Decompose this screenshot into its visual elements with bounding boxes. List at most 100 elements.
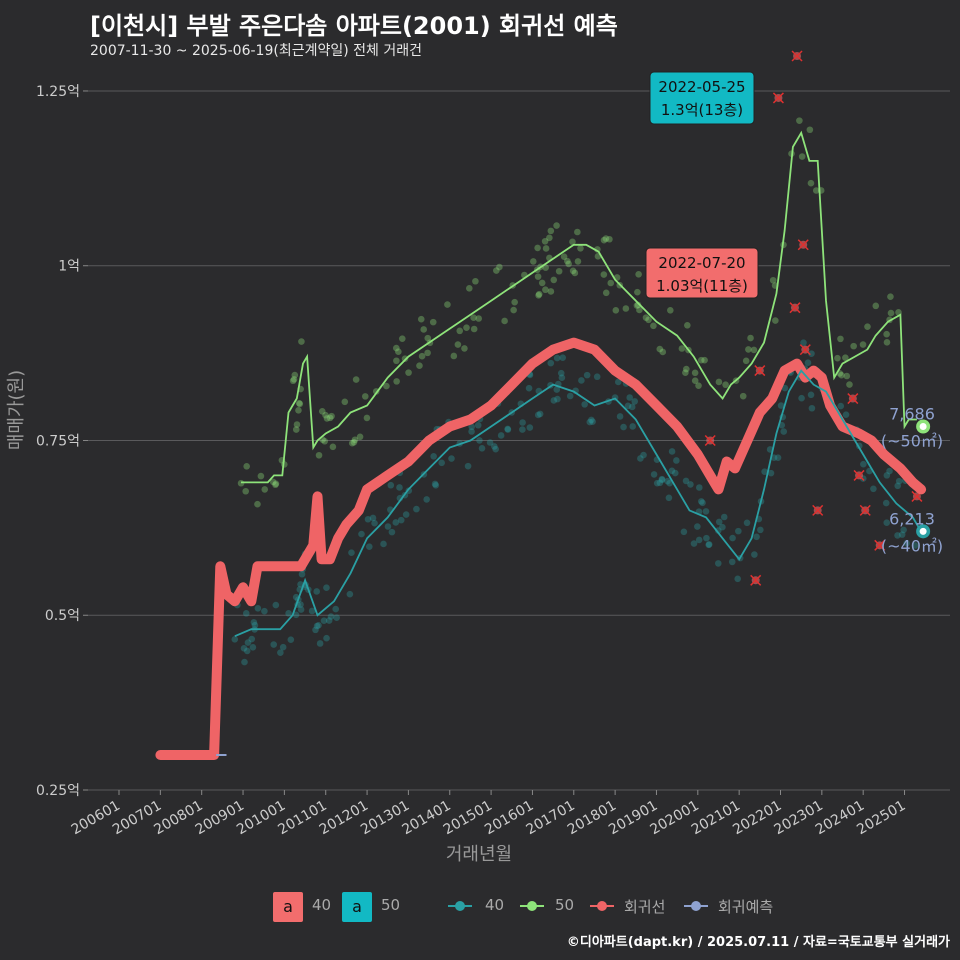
scatter-point	[431, 480, 439, 488]
scatter-point	[719, 523, 726, 531]
scatter-point	[900, 526, 907, 534]
scatter-point	[859, 341, 867, 348]
annotation-price: 1.03억(11층)	[656, 277, 748, 295]
scatter-point	[496, 263, 503, 271]
scatter-point	[380, 540, 387, 548]
scatter-point	[583, 371, 591, 379]
scatter-point	[292, 611, 300, 619]
scatter-point	[318, 408, 326, 415]
scatter-point	[658, 475, 666, 483]
scatter-point	[883, 339, 891, 346]
scatter-point	[333, 614, 340, 621]
scatter-point	[666, 479, 673, 487]
legend-line-40-label: 40	[485, 896, 505, 914]
scatter-point	[687, 481, 694, 488]
scatter-point	[358, 530, 365, 538]
scatter-point	[535, 291, 542, 299]
scatter-point	[722, 381, 729, 389]
footer-credit: ©디아파트(dapt.kr) / 2025.07.11 / 자료=국토교통부 실…	[566, 935, 950, 950]
scatter-point	[511, 298, 518, 306]
scatter-point	[691, 377, 699, 384]
scatter-point	[346, 590, 354, 598]
scatter-point	[423, 496, 430, 503]
scatter-point	[405, 369, 412, 376]
scatter-point	[291, 371, 299, 379]
scatter-point	[808, 404, 816, 412]
scatter-point	[770, 454, 778, 461]
scatter-point	[468, 423, 476, 431]
scatter-point	[834, 354, 841, 362]
scatter-point	[569, 238, 576, 246]
outlier-x-mark	[789, 302, 801, 314]
scatter-point	[622, 305, 630, 312]
scatter-point	[753, 533, 760, 541]
scatter-point	[392, 519, 400, 526]
scatter-point	[631, 398, 639, 405]
annotation-box	[645, 247, 759, 299]
scatter-point	[780, 428, 788, 435]
scatter-point	[497, 432, 505, 439]
scatter-point	[231, 636, 239, 643]
scatter-point	[894, 482, 902, 490]
scatter-point	[553, 222, 560, 229]
scatter-point	[578, 377, 585, 384]
scatter-point	[416, 362, 423, 369]
scatter-point	[320, 617, 328, 625]
end-label-area: (~40㎡)	[881, 536, 943, 555]
scatter-point	[316, 640, 324, 647]
scatter-point	[371, 519, 378, 527]
scatter-point	[393, 344, 400, 352]
scatter-point	[628, 403, 636, 411]
legend-box-50-label: 50	[381, 896, 401, 914]
scatter-point	[602, 289, 610, 297]
legend-box-40-label: 40	[312, 896, 332, 914]
end-label-value: 7,686	[889, 405, 935, 424]
scatter-point	[850, 342, 857, 350]
legend-line-40-icon	[448, 901, 472, 911]
scatter-point	[547, 288, 555, 295]
scatter-point	[348, 439, 356, 447]
outlier-x-mark	[859, 504, 871, 516]
scatter-point	[600, 271, 608, 278]
scatter-point	[315, 451, 323, 459]
outlier-x-mark	[799, 344, 811, 356]
scatter-point	[248, 635, 256, 643]
y-tick-label: 1.25억	[36, 84, 80, 100]
scatter-point	[895, 477, 903, 485]
scatter-point	[348, 549, 355, 556]
scatter-point	[705, 541, 713, 548]
scatter-point	[757, 526, 764, 534]
scatter-point	[298, 338, 305, 345]
scatter-point	[534, 411, 542, 419]
scatter-point	[720, 513, 728, 521]
scatter-point	[526, 424, 534, 431]
scatter-point	[296, 400, 304, 408]
scatter-point	[315, 622, 322, 629]
scatter-point	[547, 359, 555, 367]
scatter-point	[607, 279, 615, 287]
scatter-point	[492, 445, 499, 453]
scatter-point	[329, 443, 337, 451]
scatter-point	[883, 472, 891, 479]
x-axis-title: 거래년월	[446, 844, 512, 865]
annotations: 7,686 (~50㎡) 6,213 (~40㎡) 2022-05-25 1.3억(13층…	[645, 71, 943, 555]
scatter-point	[395, 348, 402, 356]
scatter-point	[872, 302, 880, 310]
scatter-point	[401, 355, 409, 362]
scatter-point	[476, 437, 483, 444]
scatter-point	[547, 227, 555, 235]
scatter-point	[614, 378, 622, 386]
scatter-point	[298, 570, 306, 578]
scatter-point	[538, 279, 546, 287]
end-label-value: 6,213	[889, 509, 935, 528]
scatter-point	[501, 317, 508, 325]
scatter-point	[322, 411, 329, 419]
scatter-point	[602, 235, 610, 242]
scatter-point	[491, 443, 498, 450]
scatter-point	[541, 237, 549, 245]
scatter-point	[270, 641, 278, 648]
scatter-point	[468, 428, 475, 435]
scatter-point	[729, 534, 736, 542]
chart-title: [이천시] 부발 주은다솜 아파트(2001) 회귀선 예측	[90, 12, 618, 40]
scatter-point	[798, 394, 805, 402]
